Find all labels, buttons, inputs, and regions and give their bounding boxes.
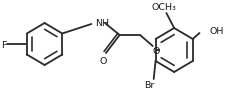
Text: OH: OH (208, 27, 223, 36)
Text: O: O (99, 57, 106, 66)
Text: NH: NH (95, 19, 109, 27)
Text: OCH₃: OCH₃ (151, 4, 176, 13)
Text: Br: Br (144, 82, 154, 91)
Text: F: F (1, 40, 7, 49)
Text: O: O (152, 48, 160, 57)
